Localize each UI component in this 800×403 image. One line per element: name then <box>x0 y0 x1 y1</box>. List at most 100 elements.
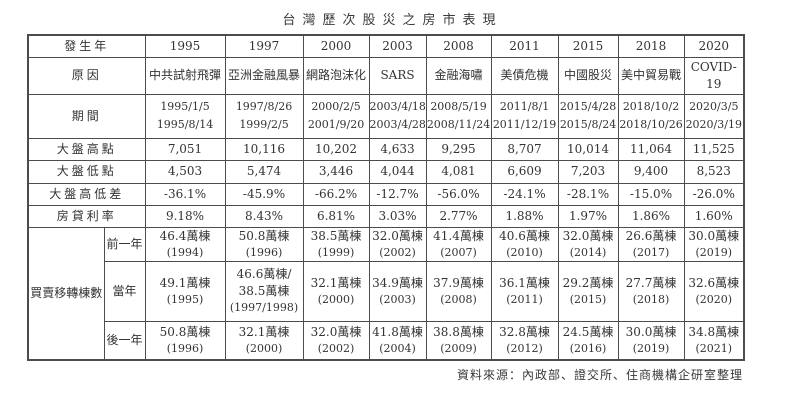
cause-cell: SARS <box>368 56 427 95</box>
transfer-value: 32.1萬棟 <box>238 324 290 339</box>
transfer-next-cell: 34.8萬棟 (2021) <box>683 320 745 361</box>
period-end: 2011/12/19 <box>492 118 557 131</box>
market-range-cell: -24.1% <box>490 182 559 206</box>
cause-cell: 中共試射飛彈 <box>144 56 226 95</box>
transfer-value: 32.1萬棟 <box>310 275 362 290</box>
transfer-value: 46.4萬棟 <box>159 228 211 243</box>
cause-cell: 美中貿易戰 <box>617 56 685 95</box>
period-cell: 2020/3/5 2020/3/19 <box>683 93 745 139</box>
period-cell: 2000/2/5 2001/9/20 <box>302 93 370 139</box>
table-row-transfers-same: 當年 49.1萬棟 (1995) 46.6萬棟/38.5萬棟 (1997/1998)… <box>28 260 745 322</box>
transfer-value: 32.0萬棟 <box>372 228 423 243</box>
transfer-prev-cell: 38.5萬棟 (1999) <box>302 226 370 262</box>
market-high-cell: 4,633 <box>368 137 427 161</box>
period-end: 1999/2/5 <box>239 118 289 131</box>
row-header-market-high: 大盤高點 <box>27 137 146 161</box>
row-header-transfer-volume: 買賣移轉棟數 <box>27 226 105 361</box>
transfer-next-cell: 38.8萬棟 (2009) <box>425 320 492 361</box>
market-high-cell: 10,014 <box>557 137 619 161</box>
market-range-cell: -66.2% <box>302 182 370 206</box>
market-high-cell: 10,116 <box>224 137 304 161</box>
transfer-value: 38.8萬棟 <box>433 324 484 339</box>
period-start: 2015/4/28 <box>559 100 617 113</box>
transfer-prev-cell: 32.0萬棟 (2014) <box>557 226 619 262</box>
table-row-market-low: 大盤低點 4,503 5,474 3,446 4,044 4,081 6,609… <box>27 159 745 184</box>
transfer-year: (1997/1998) <box>229 301 299 314</box>
transfer-value: 30.0萬棟 <box>688 228 740 243</box>
market-range-cell: -12.7% <box>368 182 427 206</box>
transfer-next-cell: 32.8萬棟 (2012) <box>490 320 559 361</box>
row-header-market-range: 大盤高低差 <box>27 182 146 206</box>
period-start: 2008/5/19 <box>430 100 487 113</box>
period-start: 2018/10/2 <box>622 100 680 113</box>
market-high-cell: 9,295 <box>425 137 492 161</box>
table-row-occurrence-year: 發生年 1995 1997 2000 2003 2008 2011 2015 2… <box>27 34 745 58</box>
market-low-cell: 9,400 <box>617 159 685 184</box>
table-row-transfers-prev: 買賣移轉棟數 前一年 46.4萬棟 (1994) 50.8萬棟 (1996) 38.… <box>27 226 745 361</box>
table-row-transfers-next: 後一年 50.8萬棟 (1996) 32.1萬棟 (2000) 32.0萬棟 (200… <box>28 320 745 361</box>
transfer-value: 40.6萬棟 <box>499 228 550 243</box>
market-high-cell: 10,202 <box>302 137 370 161</box>
period-start: 1995/1/5 <box>160 100 210 113</box>
transfer-year: (1995) <box>166 292 204 306</box>
transfer-value: 32.0萬棟 <box>562 228 614 243</box>
row-header-period: 期間 <box>27 93 146 139</box>
row-header-cause: 原因 <box>27 56 146 95</box>
transfer-value: 50.8萬棟 <box>238 228 290 243</box>
transfer-next-cell: 32.1萬棟 (2000) <box>224 320 304 361</box>
mortgage-rate-cell: 2.77% <box>425 204 492 228</box>
transfer-prev-cell: 41.4萬棟 (2007) <box>425 226 492 262</box>
cause-cell: COVID-19 <box>683 56 745 95</box>
transfer-next-cell: 24.5萬棟 (2016) <box>557 320 619 361</box>
transfer-year: (2004) <box>379 341 416 355</box>
year-cell: 2011 <box>490 34 559 58</box>
period-cell: 2011/8/1 2011/12/19 <box>490 93 559 139</box>
row-header-occurrence-year: 發生年 <box>27 34 146 58</box>
transfer-value: 38.5萬棟 <box>310 228 362 243</box>
year-cell: 2003 <box>368 34 427 58</box>
year-cell: 2018 <box>617 34 685 58</box>
transfer-same-cell: 46.6萬棟/38.5萬棟 (1997/1998) <box>224 260 304 322</box>
transfer-value: 32.6萬棟 <box>688 275 740 290</box>
transfer-prev-cell: 50.8萬棟 (1996) <box>224 226 304 262</box>
market-range-cell: -45.9% <box>224 182 304 206</box>
transfer-year: (2012) <box>506 341 543 355</box>
period-cell: 2003/4/18 2003/4/28 <box>368 93 427 139</box>
market-low-cell: 3,446 <box>302 159 370 184</box>
transfer-same-cell: 34.9萬棟 (2003) <box>368 260 427 322</box>
transfer-value: 38.5萬棟 <box>238 284 290 298</box>
year-cell: 2020 <box>683 34 745 58</box>
transfer-same-cell: 29.2萬棟 (2015) <box>557 260 619 322</box>
transfer-year: (2021) <box>695 341 733 355</box>
year-cell: 2008 <box>425 34 492 58</box>
transfer-value: 36.1萬棟 <box>499 275 550 290</box>
market-range-cell: -15.0% <box>617 182 685 206</box>
mortgage-rate-cell: 3.03% <box>368 204 427 228</box>
transfer-value: 32.0萬棟 <box>310 324 362 339</box>
transfer-year: (2003) <box>379 292 416 306</box>
market-range-cell: -28.1% <box>557 182 619 206</box>
period-end: 2020/3/19 <box>685 118 742 131</box>
market-range-cell: -56.0% <box>425 182 492 206</box>
transfer-same-cell: 32.1萬棟 (2000) <box>302 260 370 322</box>
transfer-year: (2019) <box>695 245 733 259</box>
year-cell: 2015 <box>557 34 619 58</box>
period-start: 2003/4/18 <box>369 100 426 113</box>
transfer-value: 34.9萬棟 <box>372 275 423 290</box>
transfer-value: 29.2萬棟 <box>562 275 614 290</box>
period-cell: 2018/10/2 2018/10/26 <box>617 93 685 139</box>
transfer-year: (2017) <box>632 245 670 259</box>
transfer-year: (2014) <box>569 245 607 259</box>
transfer-value: 27.7萬棟 <box>625 275 677 290</box>
transfer-year: (2002) <box>379 245 416 259</box>
row-header-prev-year: 前一年 <box>103 226 146 262</box>
market-high-cell: 11,525 <box>683 137 745 161</box>
market-low-cell: 6,609 <box>490 159 559 184</box>
transfer-prev-cell: 32.0萬棟 (2002) <box>368 226 427 262</box>
transfer-value: 24.5萬棟 <box>562 324 614 339</box>
transfer-year: (2011) <box>506 292 543 306</box>
page-title: 台灣歷次股災之房市表現 <box>282 13 503 28</box>
transfer-same-cell: 49.1萬棟 (1995) <box>144 260 226 322</box>
row-header-market-low: 大盤低點 <box>27 159 146 184</box>
period-end: 2008/11/24 <box>426 118 491 131</box>
